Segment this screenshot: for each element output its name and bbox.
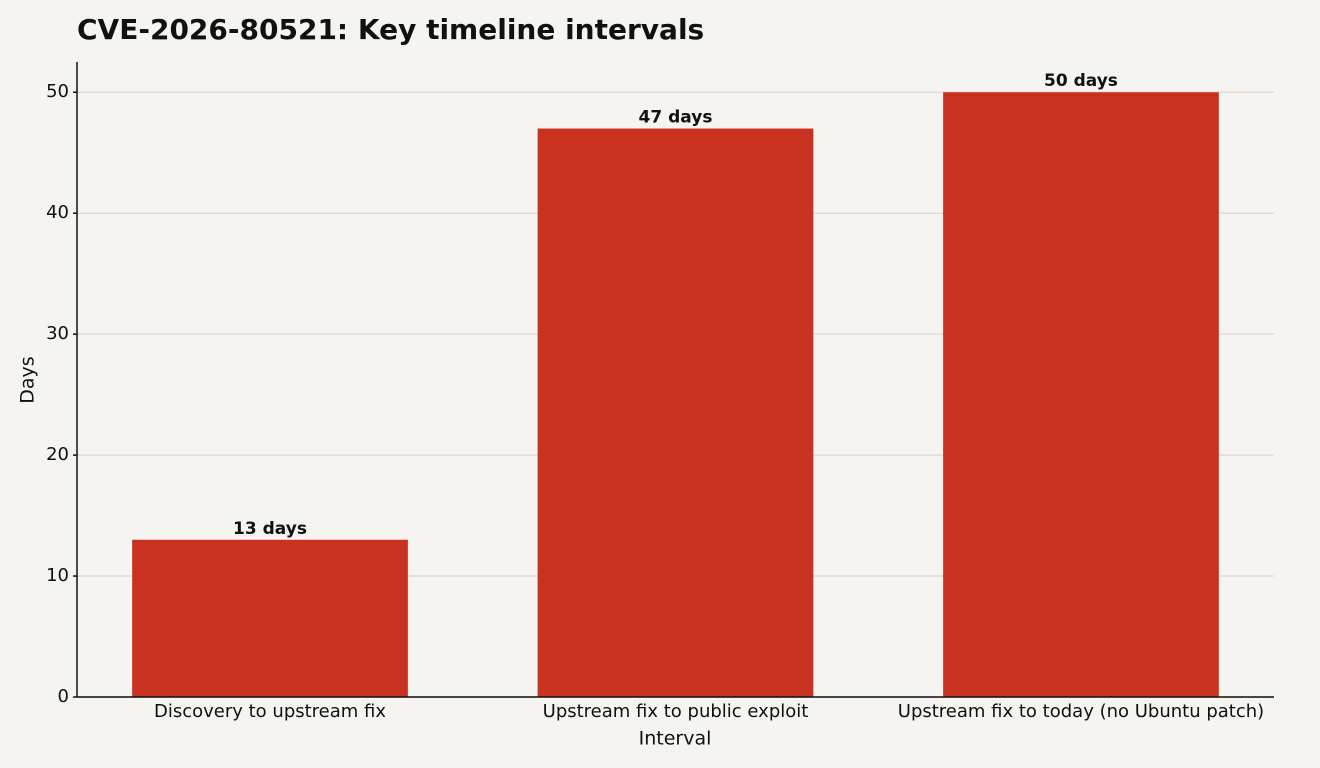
bar [132,539,408,697]
y-tick-label: 0 [58,686,69,707]
y-tick-label: 50 [46,81,69,102]
y-tick-label: 40 [46,202,69,223]
x-tick-label: Discovery to upstream fix [154,701,386,722]
value-label: 13 days [233,519,307,539]
value-label: 50 days [1044,71,1118,91]
x-axis-label: Interval [639,728,712,750]
y-tick-label: 10 [46,565,69,586]
x-tick-label: Upstream fix to today (no Ubuntu patch) [898,701,1264,722]
y-tick-label: 20 [46,444,69,465]
bar [943,92,1219,697]
x-tick-label: Upstream fix to public exploit [543,701,809,722]
bar [537,128,814,697]
value-label: 47 days [639,108,713,128]
y-tick-label: 30 [46,323,69,344]
chart-title: CVE-2026-80521: Key timeline intervals [77,13,704,46]
y-axis-label: Days [17,356,39,403]
